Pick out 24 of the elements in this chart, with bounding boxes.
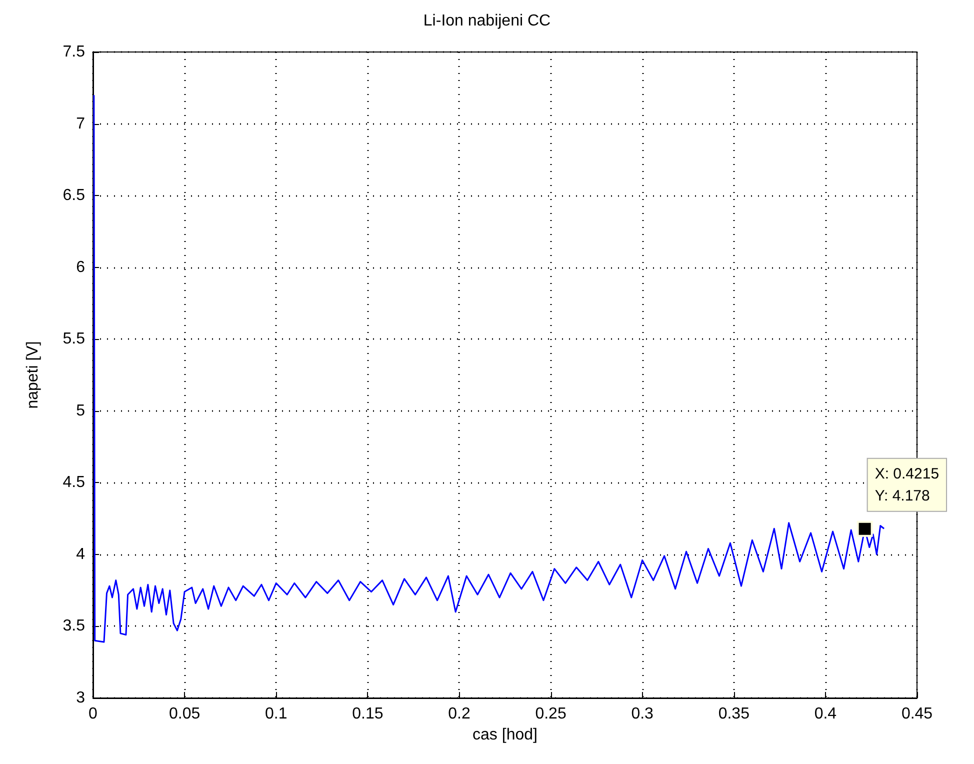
x-tick-label: 0.2 [448,706,470,722]
y-tick-label: 5.5 [62,330,86,348]
y-tick-label: 4 [76,546,86,563]
y-tick-label: 3 [76,690,86,706]
y-tick-label: 7 [76,115,86,132]
y-tick-label: 5 [76,402,86,420]
x-tick-label: 0.45 [901,706,933,722]
y-tick-label: 7.5 [62,44,86,60]
x-tick-label: 0.4 [814,706,837,722]
y-tick-label: 6.5 [62,187,86,204]
y-tick-label: 6 [76,258,86,276]
x-tick-label: 0.35 [718,706,750,722]
x-tick-label: 0.3 [631,706,654,722]
x-tick-label: 0 [88,706,98,722]
x-tick-label: 0.05 [168,706,200,722]
x-axis-title: cas [hod] [472,726,538,744]
y-axis-title: napeti [V] [24,341,42,409]
annotation: X: 0.4215 Y: 4.178 [874,465,940,504]
y-tick-label: 3.5 [62,618,86,635]
y-tick-label: 4.5 [62,474,86,492]
chart-title: Li-Ion nabijeni CC [423,12,551,30]
x-tick-label: 0.25 [535,706,566,722]
x-tick-label: 0.15 [352,706,384,722]
x-tick-label: 0.1 [264,706,288,722]
